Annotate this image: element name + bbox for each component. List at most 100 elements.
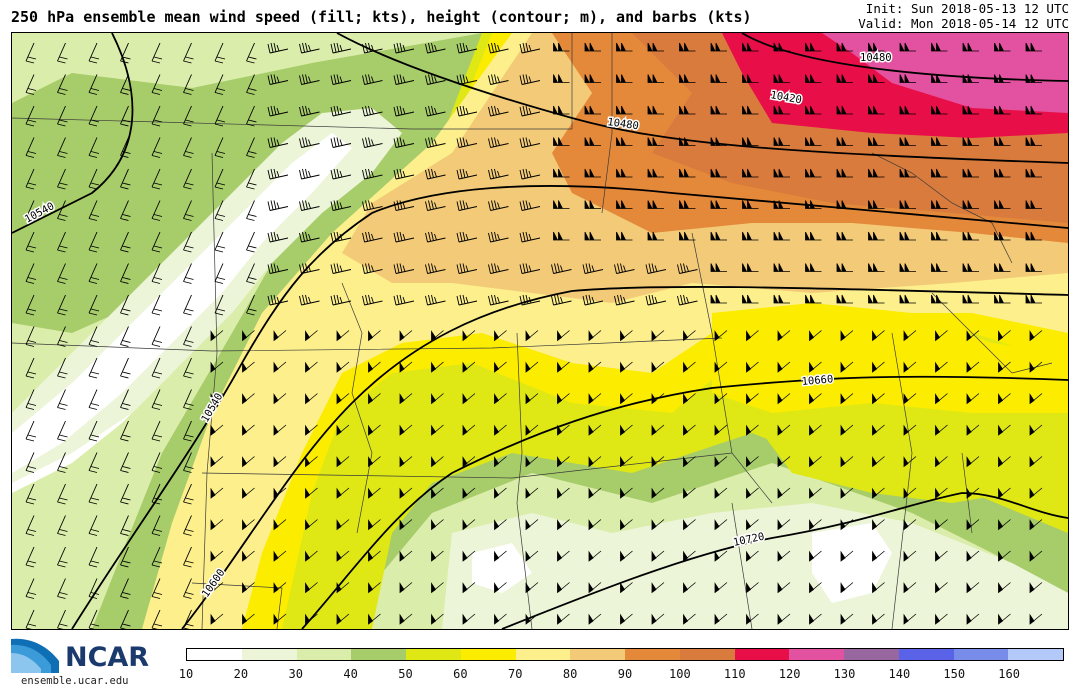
wind-barb [710,231,727,241]
wind-barb [210,519,224,531]
wind-barb [551,294,572,306]
wind-barb [151,200,163,221]
wind-barb [183,137,194,158]
wind-barb [330,168,352,180]
wind-barb [494,550,507,562]
wind-barb [151,389,163,410]
wind-barb [966,456,980,468]
wind-barb [57,578,68,599]
colorbar-segment [734,649,790,660]
wind-barb [899,200,916,209]
wind-barb [88,200,100,221]
wind-barb [645,263,667,274]
wind-barb [714,424,728,436]
wind-barb [994,263,1011,272]
wind-barb [679,74,696,83]
wind-barb [362,200,383,211]
colorbar-tick-label: 10 [178,667,194,681]
wind-barb [425,137,446,148]
wind-barb [25,578,37,599]
wind-barb [584,105,601,115]
wind-barb [425,168,446,180]
colorbar-segment [789,649,844,660]
wind-barb [88,357,100,379]
wind-barb [868,231,885,241]
wind-barb [962,200,979,209]
wind-barb [899,137,916,146]
wind-barb [777,424,791,436]
wind-barb [362,263,383,274]
wind-barb [242,361,255,373]
wind-barb [525,487,539,499]
wind-barb [431,361,444,373]
wind-barb [242,424,255,436]
wind-barb [336,424,350,436]
wind-barb [714,393,728,405]
wind-barb [431,393,444,405]
wind-barb [872,393,885,405]
wind-barb [273,456,287,468]
ncar-swoosh-icon [11,638,59,673]
wind-barb [683,330,696,342]
wind-barb [25,294,37,316]
wind-barb [330,74,352,85]
ensemble-url[interactable]: ensemble.ucar.edu [21,675,129,687]
wind-barb [462,361,476,373]
wind-barb [557,613,570,625]
wind-barb [714,519,728,531]
wind-barb [899,74,916,83]
wind-barb [210,456,224,468]
wind-barb [425,294,446,306]
wind-barb [868,42,885,52]
wind-barb [210,424,224,436]
wind-barb [336,361,350,373]
wind-barb [399,487,413,499]
colorbar-tick-labels: 10 20 30 40 50 60 70 80 90 100 110 120 130 140 150 160 [0,667,1080,683]
wind-barb [805,231,822,241]
wind-barb [267,74,289,85]
wind-barb [525,550,539,562]
wind-barb [120,200,131,221]
wind-barb [903,330,917,342]
wind-barb [903,361,917,373]
wind-barb [1029,361,1043,373]
wind-barb [903,456,917,468]
wind-barb [710,263,727,272]
wind-barb [494,330,507,342]
wind-barb [120,74,131,95]
wind-barb [840,550,854,562]
state-border-line [341,282,373,534]
wind-barb [210,393,224,405]
wind-barb [330,137,352,148]
wind-barb [57,231,68,253]
wind-barb [773,105,790,115]
wind-speed-fill-region [442,503,1068,629]
wind-barb [931,200,948,209]
wind-barb [399,550,413,562]
height-contour-line [71,185,1068,629]
wind-barb [651,456,665,468]
wind-barb [683,487,696,499]
wind-barb [273,330,287,342]
wind-barb [998,582,1011,594]
wind-barb [242,487,255,499]
state-border-line [731,502,753,629]
wind-barb [57,105,68,127]
wind-barb [931,137,948,146]
wind-barb [679,231,696,241]
wind-barb [584,137,601,146]
wind-barb [966,424,980,436]
wind-barb [903,424,917,436]
wind-barb [872,613,885,625]
wind-barb [872,330,885,342]
wind-barb [246,231,257,253]
wind-barb [425,263,446,274]
wind-barb [616,168,633,178]
height-contour-line [301,375,1068,629]
wind-barb [836,105,853,115]
wind-barb [553,137,570,146]
wind-barb [57,357,68,379]
colorbar-segment [515,649,571,660]
wind-barb [57,389,68,410]
wind-barb [525,393,539,405]
